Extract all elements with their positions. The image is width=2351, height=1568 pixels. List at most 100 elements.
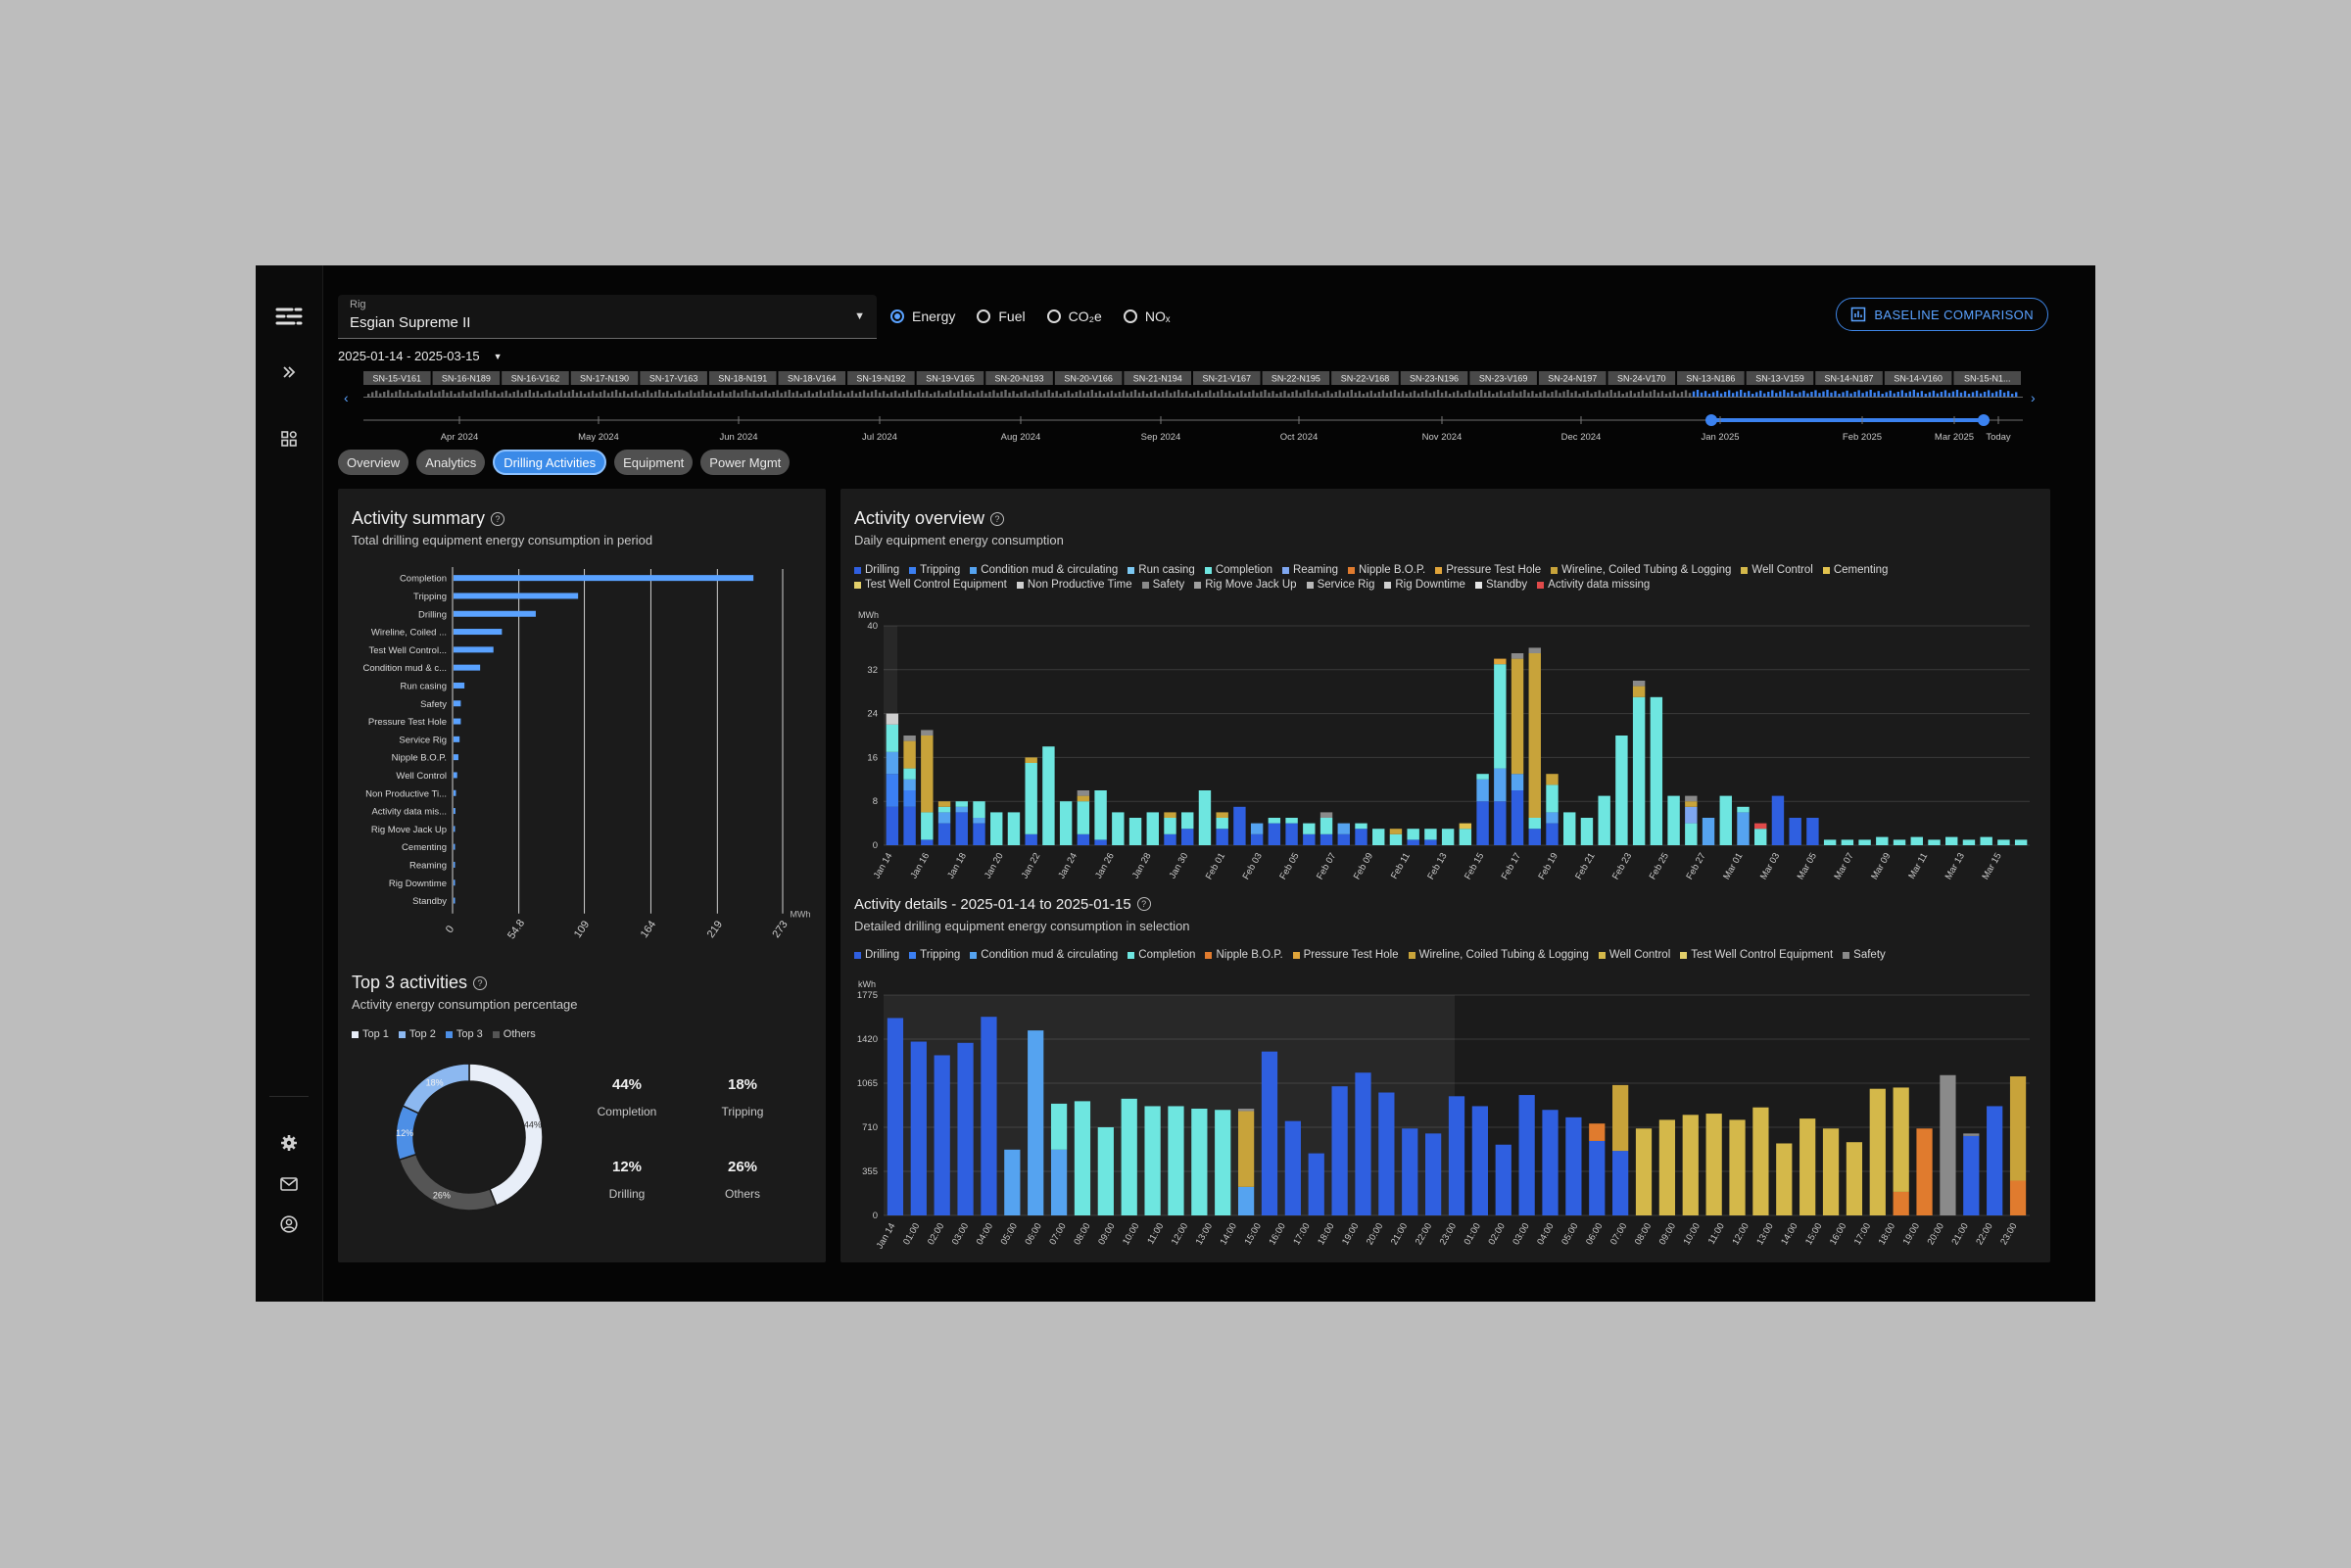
bar-segment-well-control[interactable] [1682, 1115, 1699, 1215]
bar-segment-completion[interactable] [1407, 829, 1419, 840]
bar-segment-drilling[interactable] [1471, 1106, 1488, 1215]
bar-segment-drilling[interactable] [1963, 1135, 1980, 1215]
bar-segment-safety[interactable] [903, 736, 916, 741]
bar-segment-wireline-coiled-tubing-logging[interactable] [1632, 686, 1646, 697]
bar-segment-drilling[interactable] [934, 1055, 950, 1215]
bar-segment-completion[interactable] [1059, 801, 1073, 845]
bar-segment-wireline-coiled-tubing-logging[interactable] [1164, 812, 1176, 818]
timeline-well-chip[interactable]: SN-16-N189 [432, 371, 501, 385]
bar-segment-completion[interactable] [1042, 746, 1055, 845]
timeline-slider-end-handle[interactable] [1978, 414, 1990, 426]
legend-item-test-well-control-equipment[interactable]: Test Well Control Equipment [854, 579, 1007, 591]
legend-item-safety[interactable]: Safety [1843, 949, 1886, 961]
timeline-well-chip[interactable]: SN-20-V166 [1054, 371, 1123, 385]
timeline-well-chip[interactable]: SN-15-V161 [363, 371, 431, 385]
bar-segment-drilling[interactable] [1378, 1092, 1395, 1215]
bar-reaming[interactable] [454, 861, 456, 868]
bar-segment-completion[interactable] [1441, 829, 1455, 845]
bar-segment-completion[interactable] [1097, 1127, 1114, 1215]
bar-drilling[interactable] [454, 610, 536, 617]
bar-segment-reaming[interactable] [1685, 806, 1698, 824]
timeline-well-chip[interactable]: SN-13-N186 [1677, 371, 1745, 385]
metric-radio-fuel[interactable]: Fuel [977, 309, 1026, 324]
legend-item-cementing[interactable]: Cementing [1822, 564, 1888, 576]
timeline-well-chip[interactable]: SN-24-N197 [1538, 371, 1607, 385]
bar-segment-completion[interactable] [1893, 839, 1906, 845]
tab-power-mgmt[interactable]: Power Mgmt [700, 450, 791, 475]
donut-slice-top-1[interactable] [468, 1063, 544, 1207]
bar-segment-well-control[interactable] [1752, 1107, 1769, 1215]
legend-item-tripping[interactable]: Tripping [909, 949, 960, 961]
bar-segment-drilling[interactable] [1494, 801, 1507, 845]
bar-segment-completion[interactable] [1876, 836, 1889, 845]
bar-segment-drilling[interactable] [1789, 818, 1801, 845]
bar-segment-condition-mud-circulating[interactable] [1237, 1186, 1255, 1215]
timeline-well-chip[interactable]: SN-23-V169 [1469, 371, 1537, 385]
bar-segment-well-control[interactable] [1799, 1118, 1816, 1215]
bar-segment-completion[interactable] [1319, 818, 1333, 834]
bar-segment-wireline-coiled-tubing-logging[interactable] [1685, 801, 1698, 807]
legend-item-completion[interactable]: Completion [1204, 564, 1272, 576]
well-timeline[interactable]: SN-15-V161 SN-16-N189 SN-16-V162 SN-17-N190… [338, 369, 2042, 444]
bar-segment-wireline-coiled-tubing-logging[interactable] [1237, 1111, 1255, 1187]
bar-condition-mud-c[interactable] [454, 664, 481, 671]
legend-item-drilling[interactable]: Drilling [854, 949, 899, 961]
bar-segment-completion[interactable] [1494, 664, 1507, 769]
bar-segment-completion[interactable] [1216, 818, 1228, 830]
bar-segment-wireline-coiled-tubing-logging[interactable] [1511, 658, 1524, 775]
bar-activity-data-mis[interactable] [454, 808, 456, 815]
bar-segment-drilling[interactable] [1511, 790, 1524, 845]
bar-segment-condition-mud-circulating[interactable] [1494, 768, 1507, 802]
bar-segment-condition-mud-circulating[interactable] [937, 812, 951, 824]
bar-segment-wireline-coiled-tubing-logging[interactable] [1077, 795, 1090, 802]
bar-segment-drilling[interactable] [1355, 1072, 1371, 1215]
bar-segment-well-control[interactable] [1658, 1119, 1676, 1215]
rig-select[interactable]: Rig Esgian Supreme II ▼ [338, 295, 877, 339]
bar-segment-completion[interactable] [1050, 1103, 1068, 1150]
legend-item-others[interactable]: Others [492, 1028, 536, 1040]
bar-segment-completion[interactable] [1580, 818, 1594, 845]
bar-well-control[interactable] [454, 772, 457, 779]
bar-segment-completion[interactable] [921, 812, 934, 840]
bar-segment-drilling[interactable] [1261, 1051, 1278, 1215]
timeline-well-chip[interactable]: SN-19-V165 [916, 371, 984, 385]
bar-segment-drilling[interactable] [957, 1042, 974, 1215]
bar-nipple-b-o-p[interactable] [454, 754, 458, 761]
bar-segment-safety[interactable] [1528, 647, 1541, 653]
bar-segment-drilling[interactable] [1164, 833, 1176, 845]
bar-completion[interactable] [454, 575, 754, 582]
bar-segment-safety[interactable] [1632, 681, 1646, 687]
bar-segment-completion[interactable] [1285, 818, 1298, 824]
legend-item-activity-data-missing[interactable]: Activity data missing [1537, 579, 1650, 591]
bar-segment-completion[interactable] [1841, 839, 1854, 845]
bar-rig-downtime[interactable] [454, 879, 456, 886]
bar-segment-pressure-test-hole[interactable] [1494, 658, 1507, 665]
bar-segment-drilling[interactable] [1250, 833, 1264, 845]
bar-segment-drilling[interactable] [1216, 829, 1228, 845]
bar-segment-completion[interactable] [1650, 696, 1663, 845]
legend-item-wireline-coiled-tubing-logging[interactable]: Wireline, Coiled Tubing & Logging [1408, 949, 1589, 961]
user-account-icon[interactable] [273, 1209, 305, 1240]
legend-item-tripping[interactable]: Tripping [909, 564, 960, 576]
bar-test-well-control[interactable] [454, 646, 494, 653]
bar-segment-well-control[interactable] [1846, 1142, 1863, 1215]
bar-segment-drilling[interactable] [910, 1041, 927, 1215]
bar-segment-completion[interactable] [973, 801, 985, 818]
bar-pressure-test-hole[interactable] [454, 718, 461, 725]
bar-segment-drilling[interactable] [1308, 1153, 1324, 1215]
bar-segment-wireline-coiled-tubing-logging[interactable] [1389, 829, 1403, 834]
legend-item-test-well-control-equipment[interactable]: Test Well Control Equipment [1680, 949, 1833, 961]
bar-segment-drilling[interactable] [1331, 1086, 1348, 1215]
bar-segment-completion[interactable] [1997, 839, 2010, 845]
help-icon[interactable]: ? [491, 512, 505, 526]
bar-segment-completion[interactable] [937, 806, 951, 813]
bar-segment-drilling[interactable] [955, 812, 968, 845]
bar-segment-completion[interactable] [990, 812, 1003, 845]
bar-segment-safety[interactable] [1077, 790, 1090, 796]
timeline-well-chip[interactable]: SN-18-V164 [778, 371, 846, 385]
bar-segment-completion[interactable] [903, 768, 916, 780]
bar-segment-completion[interactable] [1094, 790, 1107, 840]
bar-segment-tripping[interactable] [886, 774, 899, 807]
bar-segment-completion[interactable] [1737, 806, 1750, 813]
